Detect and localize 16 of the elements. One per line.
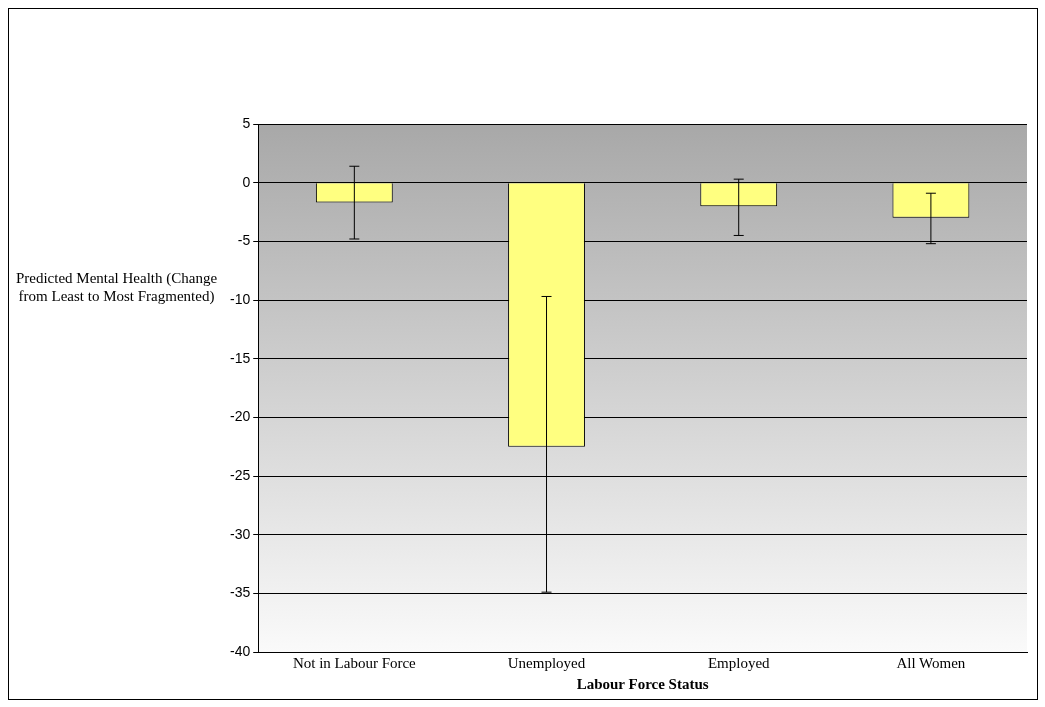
y-tick-label: -20 bbox=[230, 408, 251, 425]
x-tick-label: All Women bbox=[896, 654, 966, 671]
y-tick-label: -25 bbox=[230, 466, 251, 483]
y-tick-label: -40 bbox=[230, 642, 251, 659]
x-axis-title: Labour Force Status bbox=[576, 675, 709, 692]
x-tick-label: Not in Labour Force bbox=[292, 654, 417, 671]
y-axis-title: Predicted Mental Health (Change from Least to Most Fragmented) bbox=[14, 269, 219, 305]
x-tick-label: Unemployed bbox=[507, 654, 586, 671]
y-tick-label: -35 bbox=[230, 584, 251, 601]
x-tick-label: Employed bbox=[707, 654, 771, 671]
y-tick-label: 0 bbox=[242, 173, 251, 190]
y-tick-label: 5 bbox=[242, 114, 251, 131]
y-tick-label: -5 bbox=[237, 232, 251, 249]
y-tick-label: -15 bbox=[230, 349, 251, 366]
y-tick-label: -30 bbox=[230, 525, 251, 542]
y-tick-label: -10 bbox=[230, 290, 251, 307]
